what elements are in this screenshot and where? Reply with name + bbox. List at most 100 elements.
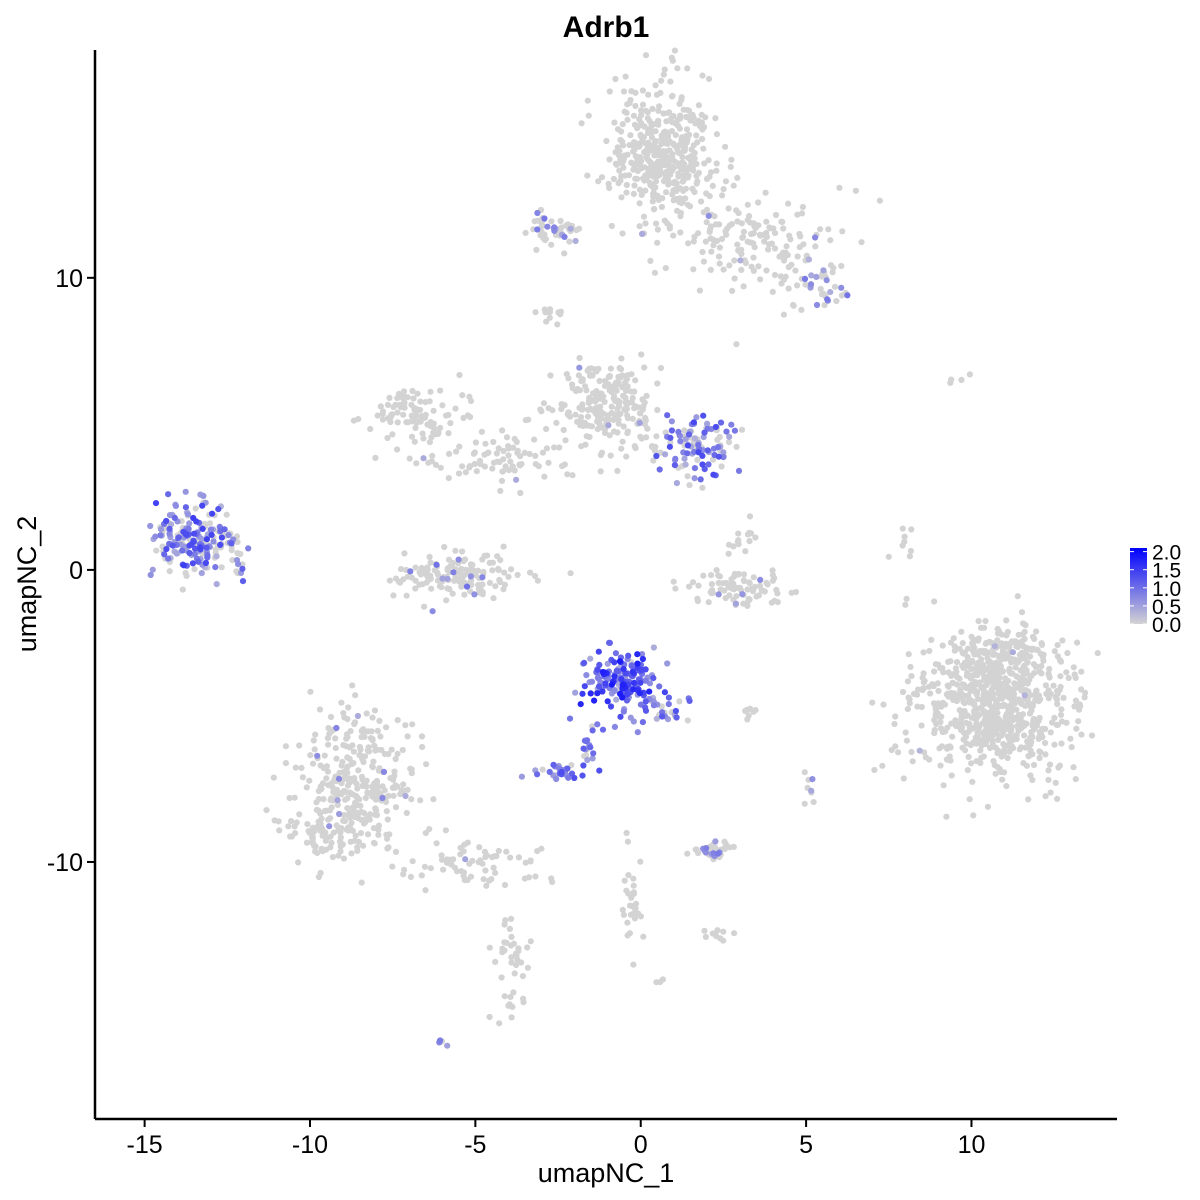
cell-point <box>715 253 723 260</box>
cell-point <box>1023 644 1030 651</box>
cell-point <box>594 666 601 673</box>
cell-point <box>748 585 755 593</box>
cell-point <box>199 502 206 509</box>
cell-point <box>997 768 1004 776</box>
cell-point <box>994 747 1002 754</box>
cell-point <box>622 73 629 80</box>
cell-point <box>755 199 762 206</box>
cell-point <box>519 973 527 980</box>
cell-point <box>740 571 748 578</box>
cell-point <box>699 452 706 459</box>
cell-point <box>566 238 573 245</box>
cell-point <box>686 131 693 138</box>
cell-point <box>969 740 976 747</box>
cell-point <box>1027 653 1034 660</box>
cell-point <box>212 546 219 553</box>
cell-point <box>543 318 550 325</box>
cell-point <box>228 540 235 547</box>
cell-point <box>361 733 368 741</box>
cell-point <box>664 660 671 667</box>
cell-point <box>402 792 409 800</box>
cell-point <box>527 857 534 864</box>
cell-point <box>340 812 348 819</box>
cell-point <box>641 177 648 184</box>
cell-point <box>417 406 424 414</box>
cell-point <box>731 257 738 264</box>
cell-point <box>964 653 971 661</box>
cell-point <box>636 186 644 193</box>
cell-point <box>992 770 999 777</box>
cell-point <box>691 233 698 240</box>
cell-point <box>801 275 809 282</box>
cell-point <box>1045 767 1052 774</box>
cell-point <box>931 668 938 675</box>
cell-point <box>708 169 715 176</box>
cell-point <box>494 553 501 560</box>
cell-point <box>844 292 851 299</box>
cell-point <box>587 398 594 405</box>
cell-point <box>720 266 727 273</box>
cell-point <box>561 233 568 240</box>
cell-point <box>948 720 955 727</box>
cell-point <box>713 160 720 167</box>
cell-point <box>195 558 202 565</box>
cell-point <box>456 371 463 379</box>
cell-point <box>223 511 230 518</box>
cell-point <box>340 710 347 717</box>
cell-point <box>478 428 485 435</box>
cell-point <box>997 694 1004 701</box>
cell-point <box>580 745 587 752</box>
cell-point <box>509 463 516 470</box>
cell-point <box>533 246 540 253</box>
cell-point <box>282 760 289 767</box>
cell-point <box>496 458 503 466</box>
cell-point <box>427 388 434 395</box>
cell-point <box>611 723 619 731</box>
cell-point <box>217 541 224 549</box>
cell-point <box>985 649 992 656</box>
cell-point <box>785 264 792 271</box>
cell-point <box>615 402 623 409</box>
cell-point <box>499 468 507 475</box>
cell-point <box>1034 647 1041 654</box>
cell-point <box>596 661 603 669</box>
cell-point <box>1022 622 1029 629</box>
cell-point <box>716 433 723 441</box>
cell-point <box>982 617 989 625</box>
cell-point <box>591 697 598 704</box>
cell-point <box>670 578 677 585</box>
cell-point <box>565 409 572 416</box>
cell-point <box>932 706 940 713</box>
cell-point <box>616 364 623 372</box>
cell-point <box>755 222 762 229</box>
cell-point <box>1037 668 1044 675</box>
cell-point <box>607 365 615 372</box>
cell-point <box>984 803 992 810</box>
cell-point <box>638 191 645 198</box>
cell-point <box>408 796 415 803</box>
cell-point <box>690 266 697 273</box>
cell-point <box>350 417 357 424</box>
cell-point <box>402 722 409 729</box>
cell-point <box>1047 729 1054 736</box>
cell-point <box>1058 706 1065 713</box>
cell-point <box>858 239 865 246</box>
cell-point <box>186 549 193 557</box>
cell-point <box>613 696 620 703</box>
cell-point <box>629 903 637 910</box>
cell-point <box>956 707 963 714</box>
cell-point <box>691 149 698 157</box>
cell-point <box>438 856 446 863</box>
cell-point <box>165 491 172 498</box>
cell-point <box>673 714 680 721</box>
cell-point <box>469 857 476 864</box>
cell-point <box>506 1001 513 1008</box>
cell-point <box>549 878 556 886</box>
cell-point <box>966 371 974 378</box>
cell-point <box>734 174 741 181</box>
x-tick-label: 0 <box>634 1131 648 1159</box>
cell-point <box>417 797 424 804</box>
cell-point <box>684 442 692 449</box>
cell-point <box>190 514 197 522</box>
cell-point <box>304 821 311 828</box>
